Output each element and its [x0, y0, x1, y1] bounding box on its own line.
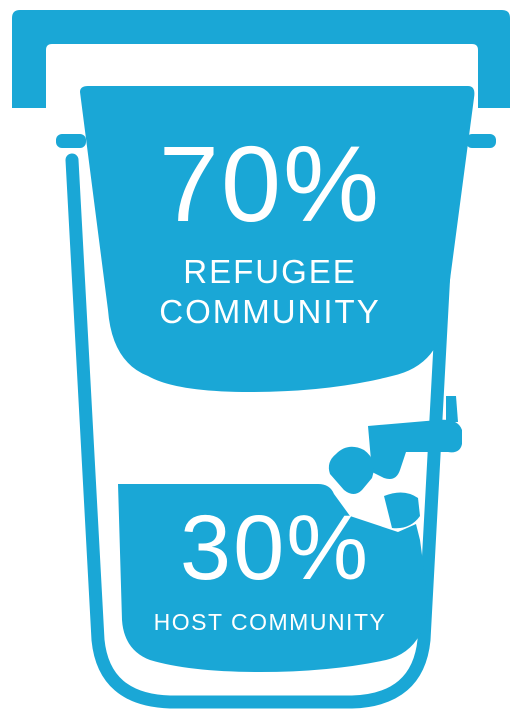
filter-lid [12, 10, 510, 108]
refugee-label-line1: REFUGEE [183, 253, 357, 290]
upper-reservoir [80, 86, 475, 392]
right-tab [466, 134, 496, 148]
container-outline [65, 153, 457, 709]
lower-reservoir [118, 484, 428, 672]
refugee-percent: 70% [158, 123, 382, 244]
left-tab [56, 134, 86, 148]
host-label: HOST COMMUNITY [153, 609, 387, 635]
refugee-label: REFUGEE COMMUNITY [110, 252, 430, 332]
faucet-icon [328, 396, 462, 529]
host-percent: 30% [179, 497, 371, 599]
refugee-label-line2: COMMUNITY [159, 293, 381, 330]
